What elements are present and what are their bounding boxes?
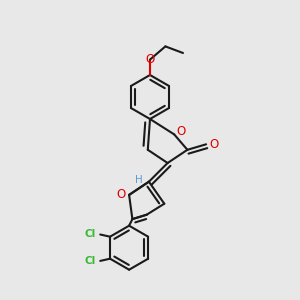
Text: Cl: Cl: [85, 256, 96, 266]
Text: O: O: [209, 138, 219, 151]
Text: O: O: [177, 125, 186, 138]
Text: Cl: Cl: [85, 230, 96, 239]
Text: O: O: [146, 53, 154, 66]
Text: H: H: [135, 175, 143, 185]
Text: O: O: [116, 188, 126, 201]
